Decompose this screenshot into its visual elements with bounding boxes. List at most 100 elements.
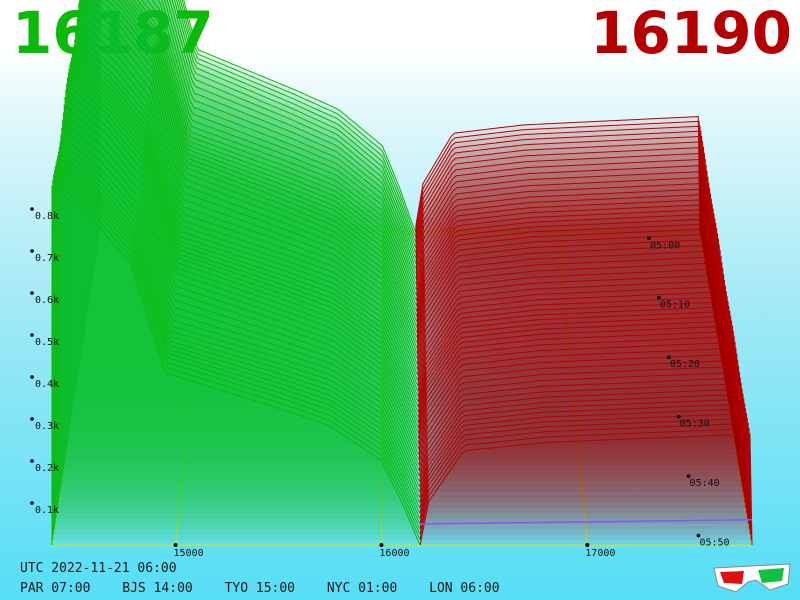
ask-depth-ribbon <box>416 164 709 280</box>
bid-depth-ribbon <box>62 119 420 477</box>
bid-depth-ribbon <box>56 159 421 514</box>
time-tick-dot <box>686 474 691 478</box>
bid-depth-ribbon <box>67 72 420 440</box>
ask-depth-ribbon <box>418 325 735 439</box>
y-tick-dot <box>30 291 34 295</box>
ask-depth-ribbon <box>419 365 742 477</box>
time-tick-label: 05:30 <box>680 419 710 430</box>
x-grid-line <box>558 231 588 546</box>
y-tick-label: 0.3k <box>35 421 59 432</box>
x-grid-line <box>175 231 207 546</box>
city-time-tyo: TYO 15:00 <box>224 581 296 596</box>
bid-depth-ribbon <box>84 0 418 328</box>
bid-depth-ribbon <box>71 57 420 418</box>
ask-depth-ribbon <box>419 428 752 540</box>
bid-depth-ribbon <box>59 140 421 493</box>
time-tick-dot <box>676 414 681 419</box>
bid-depth-ribbon <box>61 127 421 482</box>
ask-depth-ribbon <box>419 371 742 482</box>
city-time-bjs: BJS 14:00 <box>122 581 193 596</box>
ask-depth-ribbon <box>416 176 711 291</box>
time-tick-dot <box>667 355 671 360</box>
ask-depth-ribbon <box>419 388 745 498</box>
x-tick-dot <box>585 543 590 547</box>
ask-depth-ribbon <box>417 250 723 365</box>
ask-depth-ribbon <box>415 146 706 264</box>
bid-depth-ribbon <box>85 0 418 323</box>
y-tick-label: 0.1k <box>35 505 59 516</box>
city-time-nyc: NYC 01:00 <box>326 581 398 596</box>
city-time-par: PAR 07:00 <box>20 581 91 596</box>
x-tick-label: 15000 <box>174 548 204 559</box>
ask-depth-ribbon <box>417 268 726 381</box>
x-tick-dot <box>379 543 384 547</box>
x-tick-label: 17000 <box>585 548 615 559</box>
ask-depth-ribbon <box>419 422 751 535</box>
ask-depth-ribbon <box>417 238 721 355</box>
bid-depth-ribbon <box>75 25 419 387</box>
time-tick-dot <box>647 236 651 241</box>
ask-depth-ribbon <box>419 383 744 493</box>
ask-depth-ribbon <box>417 244 722 360</box>
time-tick-label: 05:00 <box>650 240 680 251</box>
y-tick-dot <box>30 207 34 211</box>
y-tick-label: 0.6k <box>35 295 59 306</box>
bid-depth-ribbon <box>53 169 421 530</box>
y-tick-dot <box>30 375 34 379</box>
bid-depth-ribbon <box>68 67 420 434</box>
y-tick-label: 0.5k <box>35 337 59 348</box>
bid-depth-ribbon <box>62 112 420 471</box>
y-tick-label: 0.2k <box>35 463 59 474</box>
ask-depth-ribbon <box>417 285 728 397</box>
ask-depth-ribbon <box>416 158 708 275</box>
y-tick-dot <box>30 459 34 463</box>
y-tick-label: 0.7k <box>35 253 59 264</box>
bid-depth-ribbon <box>55 162 421 519</box>
x-tick-label: 16000 <box>379 548 409 559</box>
y-tick-dot <box>30 333 34 337</box>
bid-depth-ribbon <box>82 0 418 344</box>
bid-depth-ribbon <box>69 64 420 429</box>
time-tick-label: 05:50 <box>699 538 729 549</box>
city-times: PAR 07:00 BJS 14:00 TYO 15:00 NYC 01:00 … <box>20 581 524 596</box>
utc-time: UTC 2022-11-21 06:00 <box>20 561 177 576</box>
bid-depth-ribbon <box>66 77 420 445</box>
ask-depth-ribbon <box>419 377 743 487</box>
time-tick-dot <box>657 295 661 300</box>
ask-price: 16190 <box>590 0 792 67</box>
y-tick-label: 0.8k <box>35 211 59 222</box>
bid-depth-ribbon <box>60 134 421 487</box>
bid-depth-ribbon <box>81 0 419 349</box>
bid-depth-ribbon <box>99 0 417 233</box>
bid-depth-ribbon <box>88 0 418 307</box>
time-tick-label: 05:20 <box>670 359 700 370</box>
ask-depth-ribbon <box>415 141 705 259</box>
x-tick-dot <box>173 543 178 547</box>
y-tick-dot <box>30 501 34 505</box>
bid-depth-ribbon <box>51 184 421 546</box>
ask-depth-ribbon <box>416 170 710 286</box>
time-tick-label: 05:40 <box>690 478 720 489</box>
y-tick-dot <box>30 417 34 421</box>
bid-depth-ribbon <box>54 166 421 525</box>
y-tick-label: 0.4k <box>35 379 59 390</box>
ask-depth-ribbon <box>416 182 712 296</box>
3d-glasses-icon[interactable] <box>712 560 792 594</box>
bid-depth-ribbon <box>79 0 419 360</box>
bid-depth-ribbon <box>91 0 418 286</box>
ask-depth-ribbon <box>419 417 750 530</box>
bid-depth-ribbon <box>53 174 421 535</box>
bid-depth-ribbon <box>79 0 419 365</box>
y-tick-dot <box>30 249 34 253</box>
ask-depth-ribbon <box>417 262 725 376</box>
bid-depth-ribbon <box>52 179 421 540</box>
mid-price-line <box>420 519 753 525</box>
time-tick-dot <box>696 533 701 538</box>
bid-depth-ribbon <box>70 60 420 424</box>
bid-depth-ribbon <box>76 17 419 381</box>
city-time-lon: LON 06:00 <box>429 581 500 596</box>
ask-depth-ribbon <box>418 330 736 445</box>
ask-depth-ribbon <box>420 433 753 546</box>
time-tick-label: 05:10 <box>660 300 690 311</box>
